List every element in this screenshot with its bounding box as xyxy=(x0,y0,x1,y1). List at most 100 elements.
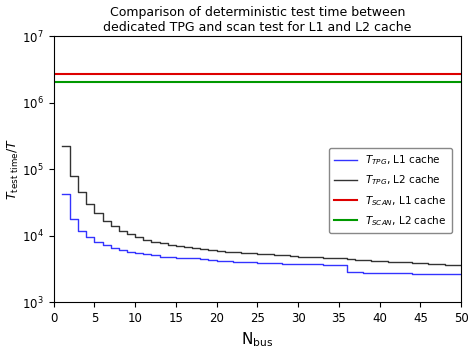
$T_{TPG}$, L1 cache xyxy=(328,263,334,267)
Y-axis label: $T_\mathrm{test\ time}/T$: $T_\mathrm{test\ time}/T$ xyxy=(6,138,21,200)
$T_{TPG}$, L1 cache xyxy=(157,255,163,259)
$T_{TPG}$, L1 cache xyxy=(303,262,309,267)
X-axis label: N$_\mathrm{bus}$: N$_\mathrm{bus}$ xyxy=(241,331,273,349)
$T_{TPG}$, L2 cache xyxy=(458,263,464,268)
$T_{TPG}$, L2 cache xyxy=(148,240,154,244)
Legend: $T_{TPG}$, L1 cache, $T_{TPG}$, L2 cache, $T_{SCAN}$, L1 cache, $T_{SCAN}$, L2 c: $T_{TPG}$, L1 cache, $T_{TPG}$, L2 cache… xyxy=(329,148,452,233)
$T_{TPG}$, L2 cache xyxy=(75,190,81,195)
$T_{TPG}$, L1 cache xyxy=(189,256,195,261)
$T_{TPG}$, L1 cache xyxy=(75,229,81,233)
$T_{TPG}$, L2 cache xyxy=(271,253,276,257)
$T_{TPG}$, L2 cache xyxy=(434,262,439,266)
$T_{TPG}$, L1 cache xyxy=(222,259,228,263)
$T_{TPG}$, L1 cache xyxy=(173,256,179,260)
$T_{TPG}$, L1 cache xyxy=(319,262,325,267)
$T_{TPG}$, L1 cache xyxy=(410,272,415,276)
$T_{TPG}$, L2 cache xyxy=(255,252,260,256)
$T_{SCAN}$, L1 cache xyxy=(59,72,64,76)
$T_{TPG}$, L1 cache xyxy=(206,258,211,262)
$T_{TPG}$, L2 cache xyxy=(393,260,399,264)
$T_{TPG}$, L2 cache xyxy=(238,251,244,255)
$T_{TPG}$, L1 cache xyxy=(442,272,447,276)
$T_{TPG}$, L2 cache xyxy=(287,254,293,258)
$T_{TPG}$, L2 cache xyxy=(410,261,415,265)
$T_{TPG}$, L1 cache xyxy=(116,247,122,252)
$T_{TPG}$, L1 cache xyxy=(140,252,146,256)
$T_{TPG}$, L1 cache xyxy=(165,255,171,259)
$T_{TPG}$, L1 cache xyxy=(385,271,391,275)
$T_{TPG}$, L1 cache xyxy=(434,272,439,276)
$T_{TPG}$, L1 cache xyxy=(108,246,113,250)
$T_{TPG}$, L2 cache xyxy=(319,256,325,260)
$T_{TPG}$, L1 cache xyxy=(450,272,456,276)
$T_{TPG}$, L1 cache xyxy=(287,262,293,266)
$T_{TPG}$, L1 cache xyxy=(336,263,342,267)
$T_{TPG}$, L1 cache xyxy=(352,270,358,274)
$T_{TPG}$, L2 cache xyxy=(442,262,447,267)
$T_{TPG}$, L1 cache xyxy=(124,250,130,254)
$T_{TPG}$, L2 cache xyxy=(401,260,407,264)
$T_{TPG}$, L1 cache xyxy=(279,262,284,266)
$T_{TPG}$, L2 cache xyxy=(369,258,374,263)
$T_{TPG}$, L1 cache xyxy=(100,243,105,247)
$T_{TPG}$, L1 cache xyxy=(67,217,73,221)
$T_{TPG}$, L2 cache xyxy=(100,218,105,223)
$T_{TPG}$, L2 cache xyxy=(157,241,163,246)
Line: $T_{TPG}$, L1 cache: $T_{TPG}$, L1 cache xyxy=(62,194,461,274)
$T_{TPG}$, L1 cache xyxy=(238,260,244,264)
$T_{TPG}$, L2 cache xyxy=(418,261,423,265)
$T_{TPG}$, L1 cache xyxy=(230,260,236,264)
Line: $T_{TPG}$, L2 cache: $T_{TPG}$, L2 cache xyxy=(62,147,461,266)
$T_{TPG}$, L1 cache xyxy=(255,261,260,265)
$T_{TPG}$, L1 cache xyxy=(83,235,89,240)
$T_{TPG}$, L1 cache xyxy=(418,272,423,276)
$T_{TPG}$, L1 cache xyxy=(295,262,301,266)
$T_{TPG}$, L1 cache xyxy=(263,261,268,265)
$T_{TPG}$, L1 cache xyxy=(401,271,407,275)
$T_{TPG}$, L1 cache xyxy=(59,192,64,196)
$T_{TPG}$, L2 cache xyxy=(344,257,350,261)
$T_{TPG}$, L2 cache xyxy=(83,202,89,206)
$T_{TPG}$, L2 cache xyxy=(230,250,236,254)
$T_{TPG}$, L2 cache xyxy=(59,144,64,149)
$T_{TPG}$, L1 cache xyxy=(458,272,464,276)
$T_{TPG}$, L1 cache xyxy=(246,260,252,264)
$T_{TPG}$, L1 cache xyxy=(148,253,154,257)
$T_{TPG}$, L2 cache xyxy=(336,256,342,261)
$T_{TPG}$, L2 cache xyxy=(352,258,358,262)
$T_{SCAN}$, L2 cache xyxy=(51,80,56,84)
$T_{TPG}$, L1 cache xyxy=(181,256,187,261)
$T_{TPG}$, L1 cache xyxy=(369,271,374,275)
$T_{TPG}$, L2 cache xyxy=(303,255,309,259)
$T_{TPG}$, L1 cache xyxy=(360,271,366,275)
$T_{TPG}$, L2 cache xyxy=(328,256,334,260)
$T_{TPG}$, L2 cache xyxy=(181,245,187,250)
$T_{TPG}$, L2 cache xyxy=(124,232,130,236)
$T_{TPG}$, L2 cache xyxy=(173,244,179,248)
$T_{SCAN}$, L2 cache xyxy=(59,80,64,84)
$T_{TPG}$, L2 cache xyxy=(360,258,366,262)
$T_{TPG}$, L2 cache xyxy=(91,211,97,215)
$T_{TPG}$, L1 cache xyxy=(132,251,138,255)
$T_{TPG}$, L1 cache xyxy=(198,257,203,261)
$T_{TPG}$, L1 cache xyxy=(393,271,399,275)
$T_{SCAN}$, L1 cache xyxy=(51,72,56,76)
$T_{TPG}$, L2 cache xyxy=(214,248,219,253)
$T_{TPG}$, L2 cache xyxy=(140,237,146,242)
$T_{TPG}$, L2 cache xyxy=(311,255,317,259)
$T_{TPG}$, L2 cache xyxy=(198,247,203,251)
$T_{TPG}$, L2 cache xyxy=(116,229,122,233)
$T_{TPG}$, L2 cache xyxy=(189,246,195,251)
$T_{TPG}$, L1 cache xyxy=(377,271,383,275)
$T_{TPG}$, L2 cache xyxy=(295,255,301,259)
$T_{TPG}$, L2 cache xyxy=(377,259,383,263)
$T_{TPG}$, L2 cache xyxy=(426,262,431,266)
$T_{TPG}$, L1 cache xyxy=(91,240,97,245)
$T_{TPG}$, L2 cache xyxy=(450,263,456,267)
$T_{TPG}$, L2 cache xyxy=(263,252,268,256)
$T_{TPG}$, L2 cache xyxy=(279,253,284,257)
$T_{TPG}$, L2 cache xyxy=(67,174,73,178)
$T_{TPG}$, L1 cache xyxy=(214,259,219,263)
$T_{TPG}$, L2 cache xyxy=(132,235,138,240)
$T_{TPG}$, L1 cache xyxy=(344,269,350,274)
